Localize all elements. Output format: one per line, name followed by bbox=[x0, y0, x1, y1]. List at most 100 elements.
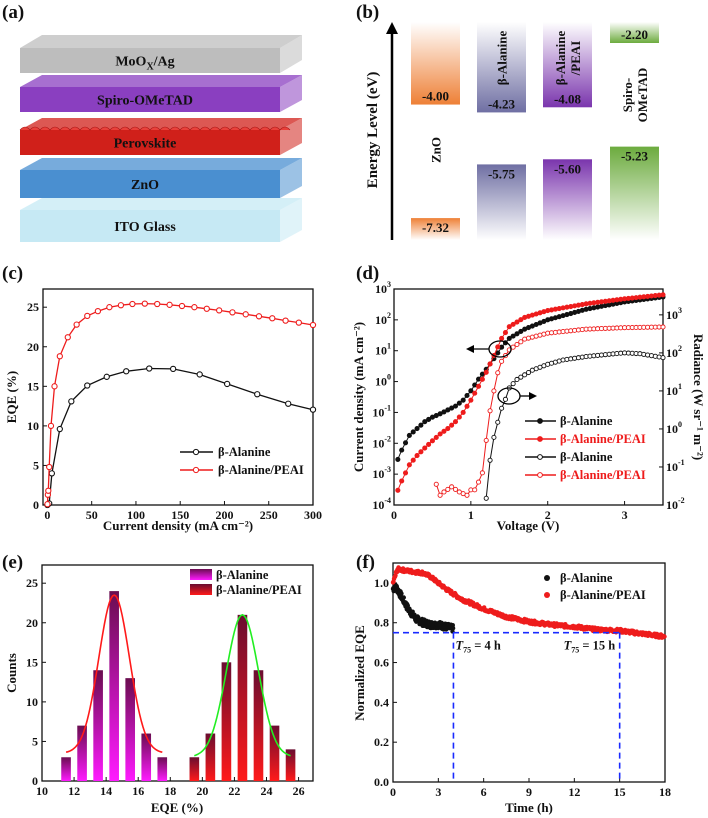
exponent: -2 bbox=[384, 434, 391, 443]
y-right-tick-label: 100 bbox=[666, 420, 682, 436]
panel-c-eqe-chart: 0 50 100 150 200 250 300 0 5 10 15 20 25 Current dens… bbox=[4, 288, 322, 533]
y-tick-label: 15 bbox=[27, 379, 39, 393]
data-point bbox=[491, 388, 497, 394]
data-point bbox=[662, 634, 667, 639]
valence-band-box bbox=[477, 164, 526, 240]
gaussian-fit-curve bbox=[65, 594, 163, 753]
data-point bbox=[452, 419, 459, 425]
data-point bbox=[399, 591, 404, 596]
exponent: 2 bbox=[387, 311, 391, 320]
t-symbol: T bbox=[564, 639, 573, 653]
material-name: /PEAI bbox=[568, 41, 583, 77]
data-point bbox=[499, 405, 505, 411]
panel-label-d: (d) bbox=[356, 263, 379, 284]
data-point bbox=[499, 335, 505, 341]
data-point bbox=[196, 371, 203, 378]
layer-top-face bbox=[20, 35, 302, 48]
data-point bbox=[456, 400, 462, 406]
series-line bbox=[46, 367, 314, 506]
layer-label: ZnO bbox=[131, 178, 159, 193]
exponent: 0 bbox=[678, 420, 682, 429]
panel-label-b: (b) bbox=[356, 2, 379, 23]
data-point bbox=[399, 478, 405, 484]
data-point bbox=[414, 453, 420, 459]
histogram-bar bbox=[237, 614, 248, 781]
data-point bbox=[456, 414, 462, 420]
y-tick-label: 0 bbox=[33, 498, 39, 512]
y-tick-label: 103 bbox=[375, 280, 391, 296]
exponent: -1 bbox=[384, 403, 391, 412]
y-tick-label: 1.0 bbox=[374, 576, 389, 590]
plot-frame bbox=[393, 288, 664, 506]
x-tick-label: 14 bbox=[100, 784, 112, 798]
data-point bbox=[460, 397, 466, 403]
data-point bbox=[464, 492, 470, 498]
vb-energy-label: -5.60 bbox=[554, 161, 581, 176]
x-tick-label: 12 bbox=[568, 785, 580, 799]
legend-label: β-Alanine bbox=[560, 414, 613, 428]
x-tick-label: 3 bbox=[435, 785, 441, 799]
data-point bbox=[429, 438, 435, 444]
x-tick-label: 18 bbox=[659, 785, 671, 799]
data-point bbox=[406, 432, 412, 438]
valence-band-box bbox=[610, 146, 659, 240]
data-point bbox=[309, 406, 317, 413]
data-point bbox=[452, 403, 459, 409]
data-point bbox=[514, 319, 520, 325]
y-right-tick-label: 10-2 bbox=[666, 496, 685, 512]
data-point bbox=[472, 487, 478, 493]
data-point bbox=[422, 419, 428, 425]
cb-energy-label: -4.23 bbox=[488, 96, 516, 111]
data-point bbox=[44, 501, 51, 508]
series-1 bbox=[189, 613, 296, 781]
y-tick-label: 0.8 bbox=[374, 616, 389, 630]
data-point bbox=[154, 300, 161, 308]
y-tick-label: 15 bbox=[26, 655, 38, 669]
legend-label: β-Alanine bbox=[560, 571, 613, 585]
data-point bbox=[479, 376, 485, 382]
x-tick-label: 300 bbox=[304, 508, 322, 522]
data-point bbox=[510, 321, 516, 327]
data-point bbox=[395, 487, 401, 493]
layer-label: ITO Glass bbox=[114, 220, 176, 235]
histogram-bar bbox=[205, 733, 216, 781]
y-right-axis-title: Radiance (W sr⁻¹ m⁻²) bbox=[691, 334, 706, 460]
layer-label: Perovskite bbox=[114, 137, 177, 152]
data-point bbox=[106, 304, 113, 311]
layer-front-face bbox=[20, 87, 280, 112]
legend-marker bbox=[544, 575, 550, 581]
series-3 bbox=[433, 324, 666, 498]
panel-label-e: (e) bbox=[2, 552, 23, 573]
data-point bbox=[437, 431, 443, 437]
data-point bbox=[401, 595, 406, 600]
data-point bbox=[433, 434, 439, 440]
conduction-band-box bbox=[411, 22, 460, 105]
y-tick-label: 0.2 bbox=[374, 735, 389, 749]
layer-side-face bbox=[280, 35, 302, 73]
y-tick-label: 5 bbox=[32, 734, 38, 748]
y-tick-label: 20 bbox=[26, 616, 38, 630]
material-name: β-Alanine bbox=[553, 31, 568, 86]
valence-band-box bbox=[543, 159, 592, 240]
data-point bbox=[68, 398, 75, 405]
y-axis-title: Counts bbox=[4, 653, 19, 693]
data-point bbox=[129, 300, 136, 308]
layer-side-face bbox=[280, 158, 302, 198]
legend-label: β-Alanine/PEAI bbox=[218, 463, 304, 477]
vb-energy-label: -5.23 bbox=[621, 149, 649, 164]
data-point bbox=[410, 457, 416, 463]
y-tick-label: 0 bbox=[32, 774, 38, 788]
data-point bbox=[441, 489, 447, 495]
data-point bbox=[518, 339, 524, 345]
data-point bbox=[499, 358, 505, 364]
x-tick-label: 22 bbox=[228, 784, 240, 798]
y-tick-label: 10-2 bbox=[372, 434, 391, 450]
x-tick-label: 9 bbox=[526, 785, 532, 799]
data-point bbox=[309, 321, 317, 329]
data-point bbox=[84, 312, 91, 320]
x-tick-label: 250 bbox=[260, 508, 278, 522]
data-point bbox=[117, 302, 125, 309]
data-point bbox=[506, 324, 512, 330]
data-point bbox=[223, 380, 231, 388]
